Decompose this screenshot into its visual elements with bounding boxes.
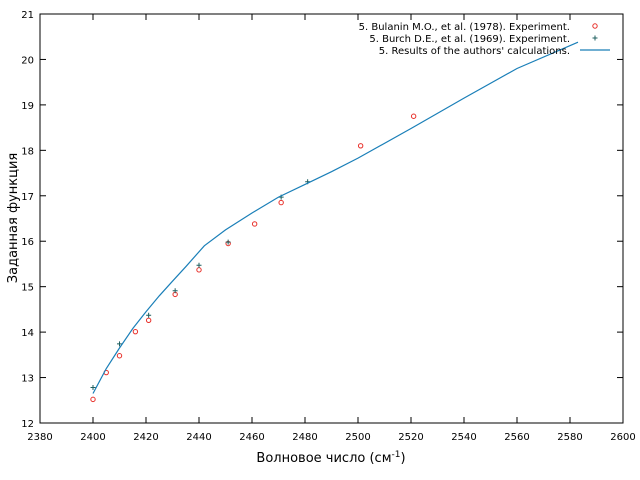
axes: 2380 2400 2420 2440 2460 2480 2500 2520 2540 2560… xyxy=(21,10,635,443)
y-tick-label: 14 xyxy=(21,328,34,339)
x-tick-label: 2500 xyxy=(345,432,370,443)
plot-series xyxy=(90,41,579,403)
legend-label-1: 5. Bulanin M.O., et al. (1978). Experime… xyxy=(359,22,570,33)
data-point-circle xyxy=(410,113,417,119)
data-point-plus xyxy=(172,288,178,294)
legend: 5. Bulanin M.O., et al. (1978). Experime… xyxy=(359,22,610,57)
y-tick-label: 20 xyxy=(21,55,34,66)
data-point-circle xyxy=(145,317,152,323)
legend-swatch-marker xyxy=(592,23,598,29)
data-point-plus xyxy=(146,312,152,318)
legend-swatch-marker xyxy=(592,35,598,41)
x-tick-label: 2480 xyxy=(292,432,317,443)
y-tick-label: 12 xyxy=(21,419,34,430)
legend-label-3: 5. Results of the authors' calculations. xyxy=(379,46,570,57)
x-axis-label-text: Волновое число (см xyxy=(256,451,391,466)
y-tick-label: 15 xyxy=(21,283,34,294)
data-point-circle xyxy=(251,221,258,227)
legend-label-2: 5. Burch D.E., et al. (1969). Experiment… xyxy=(369,34,570,45)
series-3 xyxy=(92,41,579,394)
data-point-circle xyxy=(357,143,364,149)
data-point-plus xyxy=(117,341,122,347)
y-tick-label: 21 xyxy=(21,10,34,21)
y-tick-label: 16 xyxy=(21,237,34,248)
x-tick-label: 2380 xyxy=(27,432,52,443)
data-point-circle xyxy=(132,328,139,335)
x-axis-label-superscript: -1 xyxy=(392,450,401,460)
data-point-circle xyxy=(278,199,284,206)
x-tick-label: 2460 xyxy=(239,432,264,443)
data-point-plus xyxy=(90,385,96,391)
calculation-line xyxy=(92,41,579,394)
x-axis-label: Волновое число (см-1) xyxy=(256,450,405,466)
x-tick-label: 2540 xyxy=(451,432,476,443)
y-tick-label: 19 xyxy=(21,101,34,112)
x-axis-label-close: ) xyxy=(400,451,405,466)
x-tick-label: 2520 xyxy=(398,432,423,443)
data-point-circle xyxy=(116,353,123,359)
y-tick-label: 13 xyxy=(21,374,34,385)
plot-frame xyxy=(39,13,624,424)
y-tick-label: 17 xyxy=(21,192,34,203)
data-point-plus xyxy=(196,262,202,268)
data-point-plus xyxy=(225,239,231,245)
x-tick-label: 2600 xyxy=(610,432,635,443)
x-tick-label: 2440 xyxy=(186,432,211,443)
x-tick-label: 2420 xyxy=(133,432,158,443)
data-point-circle xyxy=(90,396,96,403)
x-tick-label: 2580 xyxy=(557,432,582,443)
x-tick-label: 2400 xyxy=(80,432,105,443)
y-axis-label: Заданная функция xyxy=(6,153,21,283)
x-tick-label: 2560 xyxy=(504,432,529,443)
y-tick-label: 18 xyxy=(21,146,34,157)
